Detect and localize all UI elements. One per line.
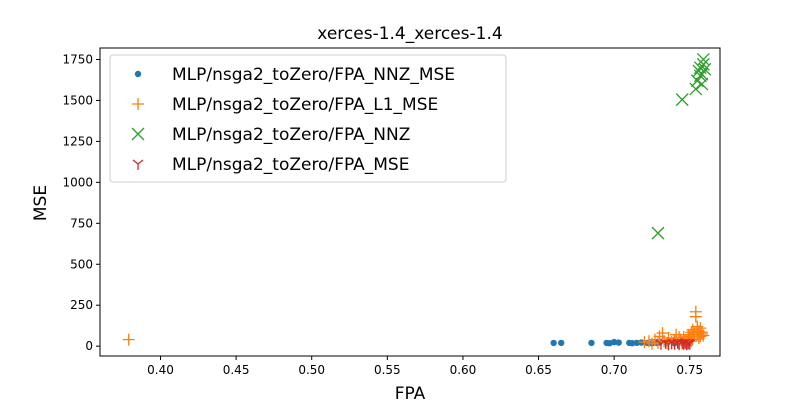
y-axis: 0 250 500 750 1000 1250 1500 1750 [62, 52, 100, 353]
data-point [685, 326, 698, 339]
y-tick-label: 250 [70, 298, 93, 312]
data-point [588, 339, 595, 347]
data-point [695, 77, 709, 91]
data-point [684, 339, 696, 350]
x-tick-label: 0.75 [676, 363, 703, 377]
x-tick-label: 0.60 [450, 363, 477, 377]
data-point [122, 333, 135, 346]
data-point [697, 329, 710, 342]
data-point [629, 340, 636, 347]
x-tick-label: 0.65 [525, 363, 552, 377]
data-point [689, 310, 702, 323]
data-point [689, 82, 703, 96]
data-point [675, 93, 689, 107]
legend: MLP/nsga2_toZero/FPA_NNZ_MSE MLP/nsga2_to… [109, 54, 507, 183]
y-tick-label: 750 [70, 216, 93, 230]
data-point [682, 328, 695, 341]
data-point [651, 226, 665, 240]
y-tick-label: 500 [70, 257, 93, 271]
y-tick-label: 0 [85, 339, 93, 353]
x-tick-label: 0.45 [223, 363, 250, 377]
y-tick-label: 1750 [62, 52, 93, 66]
data-point [642, 335, 655, 348]
x-tick-label: 0.40 [147, 363, 174, 377]
x-tick-label: 0.50 [298, 363, 325, 377]
legend-marker [131, 127, 145, 141]
legend-marker [132, 159, 144, 170]
data-point [698, 62, 712, 76]
legend-box [109, 54, 507, 183]
series-3 [651, 53, 712, 240]
legend-label: MLP/nsga2_toZero/FPA_NNZ [172, 125, 410, 145]
data-point [550, 339, 557, 347]
y-tick-label: 1500 [62, 93, 93, 107]
plot-frame [99, 47, 721, 357]
y-tick-label: 1000 [62, 175, 93, 189]
data-point [615, 339, 622, 346]
data-point [558, 339, 565, 347]
legend-marker [134, 70, 142, 78]
data-points [122, 53, 712, 351]
legend-label: MLP/nsga2_toZero/FPA_NNZ_MSE [172, 65, 455, 85]
x-axis-label: FPA [395, 384, 426, 400]
legend-label: MLP/nsga2_toZero/FPA_L1_MSE [172, 95, 438, 115]
x-tick-label: 0.55 [374, 363, 401, 377]
x-axis: 0.40 0.45 0.50 0.55 0.60 0.65 0.70 0.75 [147, 356, 703, 377]
legend-marker [132, 98, 144, 110]
data-point [696, 57, 710, 71]
data-point [633, 339, 641, 347]
data-point [693, 69, 707, 83]
series-4 [655, 338, 696, 351]
data-point [695, 326, 708, 339]
y-axis-label: MSE [31, 185, 51, 221]
y-tick-label: 1250 [62, 134, 93, 148]
legend-label: MLP/nsga2_toZero/FPA_MSE [172, 155, 409, 175]
data-point [656, 327, 669, 340]
chart-title: xerces-1.4_xerces-1.4 [317, 24, 502, 44]
x-tick-label: 0.70 [601, 363, 628, 377]
